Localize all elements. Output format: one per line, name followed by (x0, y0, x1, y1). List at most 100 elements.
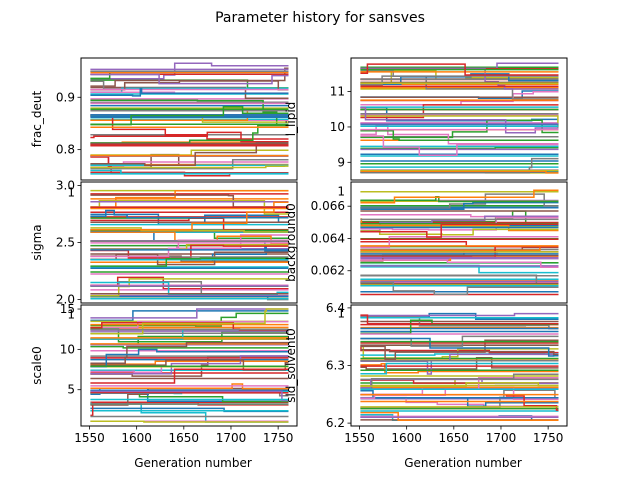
series-trace (90, 239, 289, 258)
stray-tick-label: 1 (67, 185, 75, 199)
series-trace (360, 189, 559, 204)
series-trace (360, 146, 559, 150)
series-trace (90, 165, 289, 169)
y-tick-label: 0.066 (311, 199, 345, 213)
y-tick-label: 10 (60, 342, 75, 356)
subplot-scale0: 5 10 151 1550 1600 1650 1700 1750 scale0 (30, 302, 298, 445)
x-tick-label: 1650 (169, 431, 200, 445)
series-trace (90, 209, 289, 219)
y-axis-label: frac_deut (30, 90, 44, 147)
series-trace (90, 80, 289, 91)
axes-frame (80, 57, 298, 181)
y-tick-label: 11 (330, 85, 345, 99)
series-trace (90, 159, 289, 170)
series-trace (360, 236, 559, 249)
series-trace (90, 401, 289, 417)
stray-tick-label: 1 (337, 185, 345, 199)
series-trace (90, 420, 289, 423)
subplot-sigma: 2.0 2.5 3.01 sigma (30, 178, 298, 307)
y-tick-label: 10 (330, 120, 345, 134)
trace-group (360, 189, 559, 296)
trace-group (360, 62, 559, 174)
axes-frame (350, 57, 568, 181)
x-tick-label: 1700 (216, 431, 247, 445)
y-tick-label: 2.0 (56, 293, 75, 307)
series-trace (360, 382, 559, 387)
series-trace (360, 63, 559, 76)
x-axis-label-right: Generation number (404, 456, 522, 470)
series-trace (360, 223, 559, 238)
series-trace (90, 227, 289, 233)
series-trace (360, 201, 559, 210)
series-trace (360, 337, 559, 357)
x-tick-label: 1650 (439, 431, 470, 445)
series-trace (360, 345, 559, 359)
figure-title: Parameter history for sansves (215, 10, 425, 26)
stray-tick-label: 1 (337, 307, 345, 321)
series-trace (360, 69, 559, 84)
series-trace (360, 281, 559, 295)
series-trace (90, 341, 289, 364)
series-trace (360, 349, 559, 356)
series-trace (90, 201, 289, 231)
series-trace (90, 87, 289, 97)
series-trace (90, 169, 289, 175)
axes-frame (80, 304, 298, 427)
y-tick-label: 6.2 (326, 416, 345, 430)
x-tick-label: 1550 (74, 431, 105, 445)
series-trace (360, 193, 559, 209)
y-tick-label: 2.5 (56, 236, 75, 250)
y-tick-label: 6.4 (326, 301, 345, 315)
x-axis-label-left: Generation number (134, 456, 252, 470)
y-tick-label: 5 (67, 383, 75, 397)
series-trace (90, 105, 289, 126)
series-trace (360, 362, 559, 374)
stray-tick-label: 1 (67, 308, 75, 322)
subplot-grid: 0.80.9frac_deut91011l_lipid2.02.53.01sig… (30, 57, 568, 445)
series-trace (90, 257, 289, 267)
y-tick-label: 0.064 (311, 231, 345, 245)
x-tick-label: 1750 (263, 431, 294, 445)
x-tick-label: 1750 (533, 431, 564, 445)
trace-group (90, 308, 289, 423)
y-tick-label: 6.3 (326, 359, 345, 373)
axes-frame (350, 181, 568, 304)
x-tick-label: 1550 (344, 431, 375, 445)
subplot-sld-solvent0: 6.2 6.3 6.41 1550 1600 1650 1700 1750 sld_solven… (284, 301, 568, 445)
series-trace (360, 104, 559, 119)
series-trace (360, 259, 559, 268)
series-trace (90, 345, 289, 349)
series-trace (90, 308, 289, 319)
series-trace (90, 368, 289, 384)
y-tick-label: 0.062 (311, 264, 345, 278)
x-tick-label: 1700 (486, 431, 517, 445)
trace-group (360, 312, 559, 421)
subplot-frac-deut: 0.8 0.9 frac_deut (30, 57, 298, 181)
series-trace (90, 213, 289, 226)
series-trace (90, 360, 289, 365)
y-tick-label: 15 (60, 302, 75, 316)
series-trace (360, 170, 559, 174)
series-trace (360, 377, 559, 399)
series-trace (360, 129, 559, 141)
series-trace (90, 390, 289, 402)
series-trace (90, 308, 289, 335)
series-trace (360, 314, 559, 325)
subplot-l-lipid: 9 10 11 l_lipid (284, 57, 568, 181)
y-tick-label: 0.9 (56, 90, 75, 104)
series-trace (90, 348, 289, 368)
y-axis-label: sld_solvent0 (284, 328, 298, 403)
series-trace (360, 75, 559, 86)
series-trace (90, 383, 289, 390)
series-trace (90, 310, 289, 322)
series-trace (90, 355, 289, 375)
trace-group (90, 189, 289, 301)
y-tick-label: 9 (337, 155, 345, 169)
y-axis-label: l_lipid (284, 102, 298, 137)
series-trace (360, 411, 559, 421)
y-tick-label: 3.0 (56, 178, 75, 192)
series-trace (90, 359, 289, 371)
series-trace (360, 312, 559, 317)
